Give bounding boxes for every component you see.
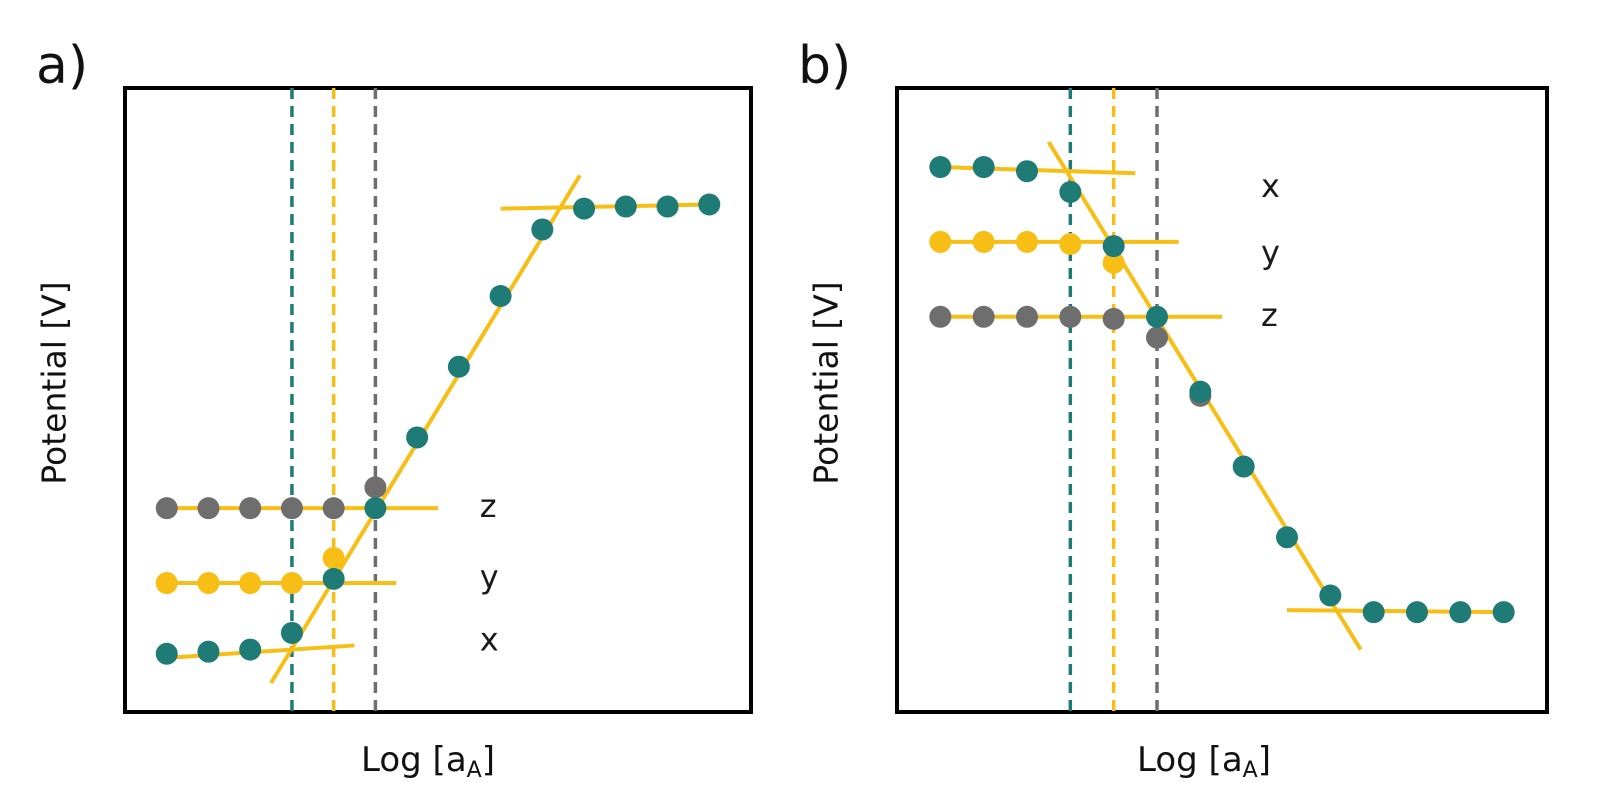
panel-a-plot: zyx (123, 86, 753, 714)
panel-b-point-y-3 (1016, 230, 1038, 253)
panel-a-point-z-2 (197, 497, 220, 520)
panel-a-point-x-12 (614, 195, 637, 218)
panel-a-point-x-9 (489, 285, 512, 307)
panel-a-point-x-13 (656, 195, 679, 218)
panel-b-point-x-3 (1016, 160, 1038, 183)
panel-b-point-x-11 (1362, 601, 1385, 624)
panel-a-point-x-2 (197, 640, 220, 663)
panel-b-point-x-8 (1232, 455, 1255, 478)
panel-b-point-z-3 (1016, 305, 1038, 328)
panel-a-point-y-1 (155, 572, 178, 595)
panel-b-point-z-2 (972, 305, 995, 328)
panel-a-series-label-y: y (480, 558, 499, 596)
panel-b-plot: xyz (895, 86, 1549, 714)
panel-a-point-x-6 (364, 497, 387, 520)
panel-a-x-label-main: Log [a (361, 740, 467, 780)
panel-b-point-x-7 (1189, 380, 1212, 403)
panel-b-point-y-1 (929, 230, 952, 253)
panel-b-point-x-14 (1492, 601, 1515, 624)
panel-b-x-axis-label: Log [aA] (1137, 740, 1271, 783)
panel-a-point-x-14 (698, 193, 721, 216)
panel-a-point-x-3 (239, 638, 262, 661)
panel-a-frame (123, 86, 753, 714)
panel-b-letter: b) (798, 36, 852, 96)
panel-a-point-z-3 (239, 497, 262, 520)
panel-a-point-x-4 (280, 621, 303, 644)
panel-b-point-z-6 (1146, 326, 1168, 349)
panel-a-point-x-7 (406, 426, 429, 449)
panel-b-series-label-x: x (1261, 167, 1280, 205)
panel-b-x-label-close: ] (1257, 740, 1271, 780)
panel-b-point-x-1 (929, 156, 952, 179)
panel-b-point-z-5 (1102, 307, 1125, 330)
panel-b-point-x-5 (1102, 235, 1125, 258)
panel-a-point-y-4 (280, 572, 303, 595)
panel-b-point-z-4 (1059, 305, 1082, 328)
panel-a-series-label-z: z (480, 487, 497, 525)
panel-a-point-y-2 (197, 572, 220, 595)
panel-a-x-label-close: ] (481, 740, 495, 780)
panel-a-x-axis-label: Log [aA] (361, 740, 495, 783)
panel-b-point-x-4 (1059, 181, 1082, 203)
panel-b-point-x-10 (1319, 584, 1342, 607)
panel-a-point-z-4 (280, 497, 303, 520)
panel-a-fit-line-1 (269, 174, 582, 684)
panel-a-point-z-6 (364, 476, 387, 499)
panel-b-point-x-6 (1146, 305, 1168, 328)
panel-b-point-z-1 (929, 305, 952, 328)
panel-a-point-x-1 (155, 642, 178, 665)
panel-b-x-label-sub: A (1242, 758, 1258, 783)
panel-b-point-x-2 (972, 156, 995, 179)
panel-a-point-x-10 (531, 218, 554, 241)
panel-a-point-y-3 (239, 572, 262, 595)
panel-a-point-x-5 (322, 567, 345, 590)
panel-b-series-label-y: y (1261, 233, 1280, 271)
panel-b-point-x-12 (1406, 601, 1428, 624)
panel-b-x-label-main: Log [a (1137, 740, 1243, 780)
panel-b-point-x-9 (1276, 526, 1298, 549)
panel-b-series-label-z: z (1261, 296, 1278, 334)
panel-a-point-z-1 (155, 497, 178, 520)
panel-a-letter: a) (36, 36, 89, 96)
panel-b-point-y-4 (1059, 233, 1082, 255)
panel-b-point-x-13 (1449, 601, 1472, 624)
panel-a-series-label-x: x (480, 620, 499, 658)
panel-a-point-x-8 (447, 355, 470, 378)
panel-a-point-y-5 (322, 547, 345, 570)
panel-a-point-x-11 (573, 197, 596, 220)
panel-b-point-y-2 (972, 230, 995, 253)
panel-a-point-z-5 (322, 497, 345, 520)
panel-a-x-label-sub: A (466, 758, 482, 783)
panel-b-frame (895, 86, 1549, 714)
panel-b-point-y-5 (1102, 251, 1125, 274)
